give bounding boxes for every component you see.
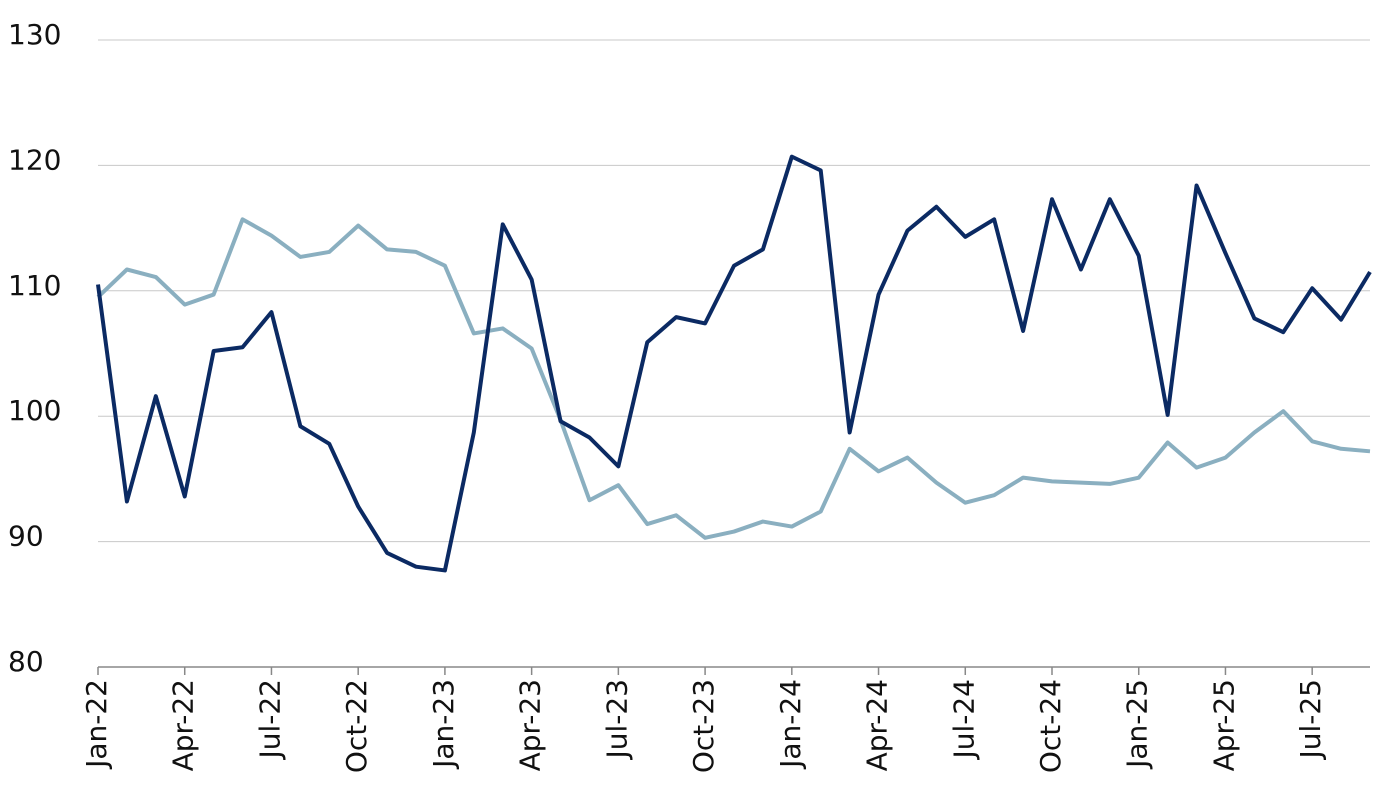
x-tick-label: Apr-25 bbox=[1207, 679, 1240, 771]
x-tick-label: Oct-23 bbox=[687, 679, 720, 773]
y-tick-label: 80 bbox=[8, 645, 44, 678]
x-tick-label: Oct-22 bbox=[340, 679, 373, 773]
x-tick-label: Apr-23 bbox=[514, 679, 547, 771]
x-tick-label: Jan-22 bbox=[80, 679, 113, 770]
x-tick-label: Jul-23 bbox=[600, 679, 633, 761]
y-tick-label: 120 bbox=[8, 143, 61, 176]
series-line bbox=[96, 154, 1372, 573]
y-tick-label: 100 bbox=[8, 394, 61, 427]
x-tick-label: Apr-24 bbox=[861, 679, 894, 771]
y-tick-label: 110 bbox=[8, 269, 61, 302]
x-tick-label: Oct-24 bbox=[1034, 679, 1067, 773]
x-tick-label: Jan-23 bbox=[427, 679, 460, 770]
y-tick-label: 130 bbox=[8, 18, 61, 51]
x-tick-label: Apr-22 bbox=[167, 679, 200, 771]
series-line bbox=[96, 217, 1371, 540]
x-tick-label: Jul-22 bbox=[253, 679, 286, 761]
x-tick-label: Jul-24 bbox=[947, 679, 980, 761]
x-tick-label: Jul-25 bbox=[1294, 679, 1327, 761]
x-tick-label: Jan-25 bbox=[1121, 679, 1154, 770]
y-tick-label: 90 bbox=[8, 520, 44, 553]
x-tick-label: Jan-24 bbox=[774, 679, 807, 770]
